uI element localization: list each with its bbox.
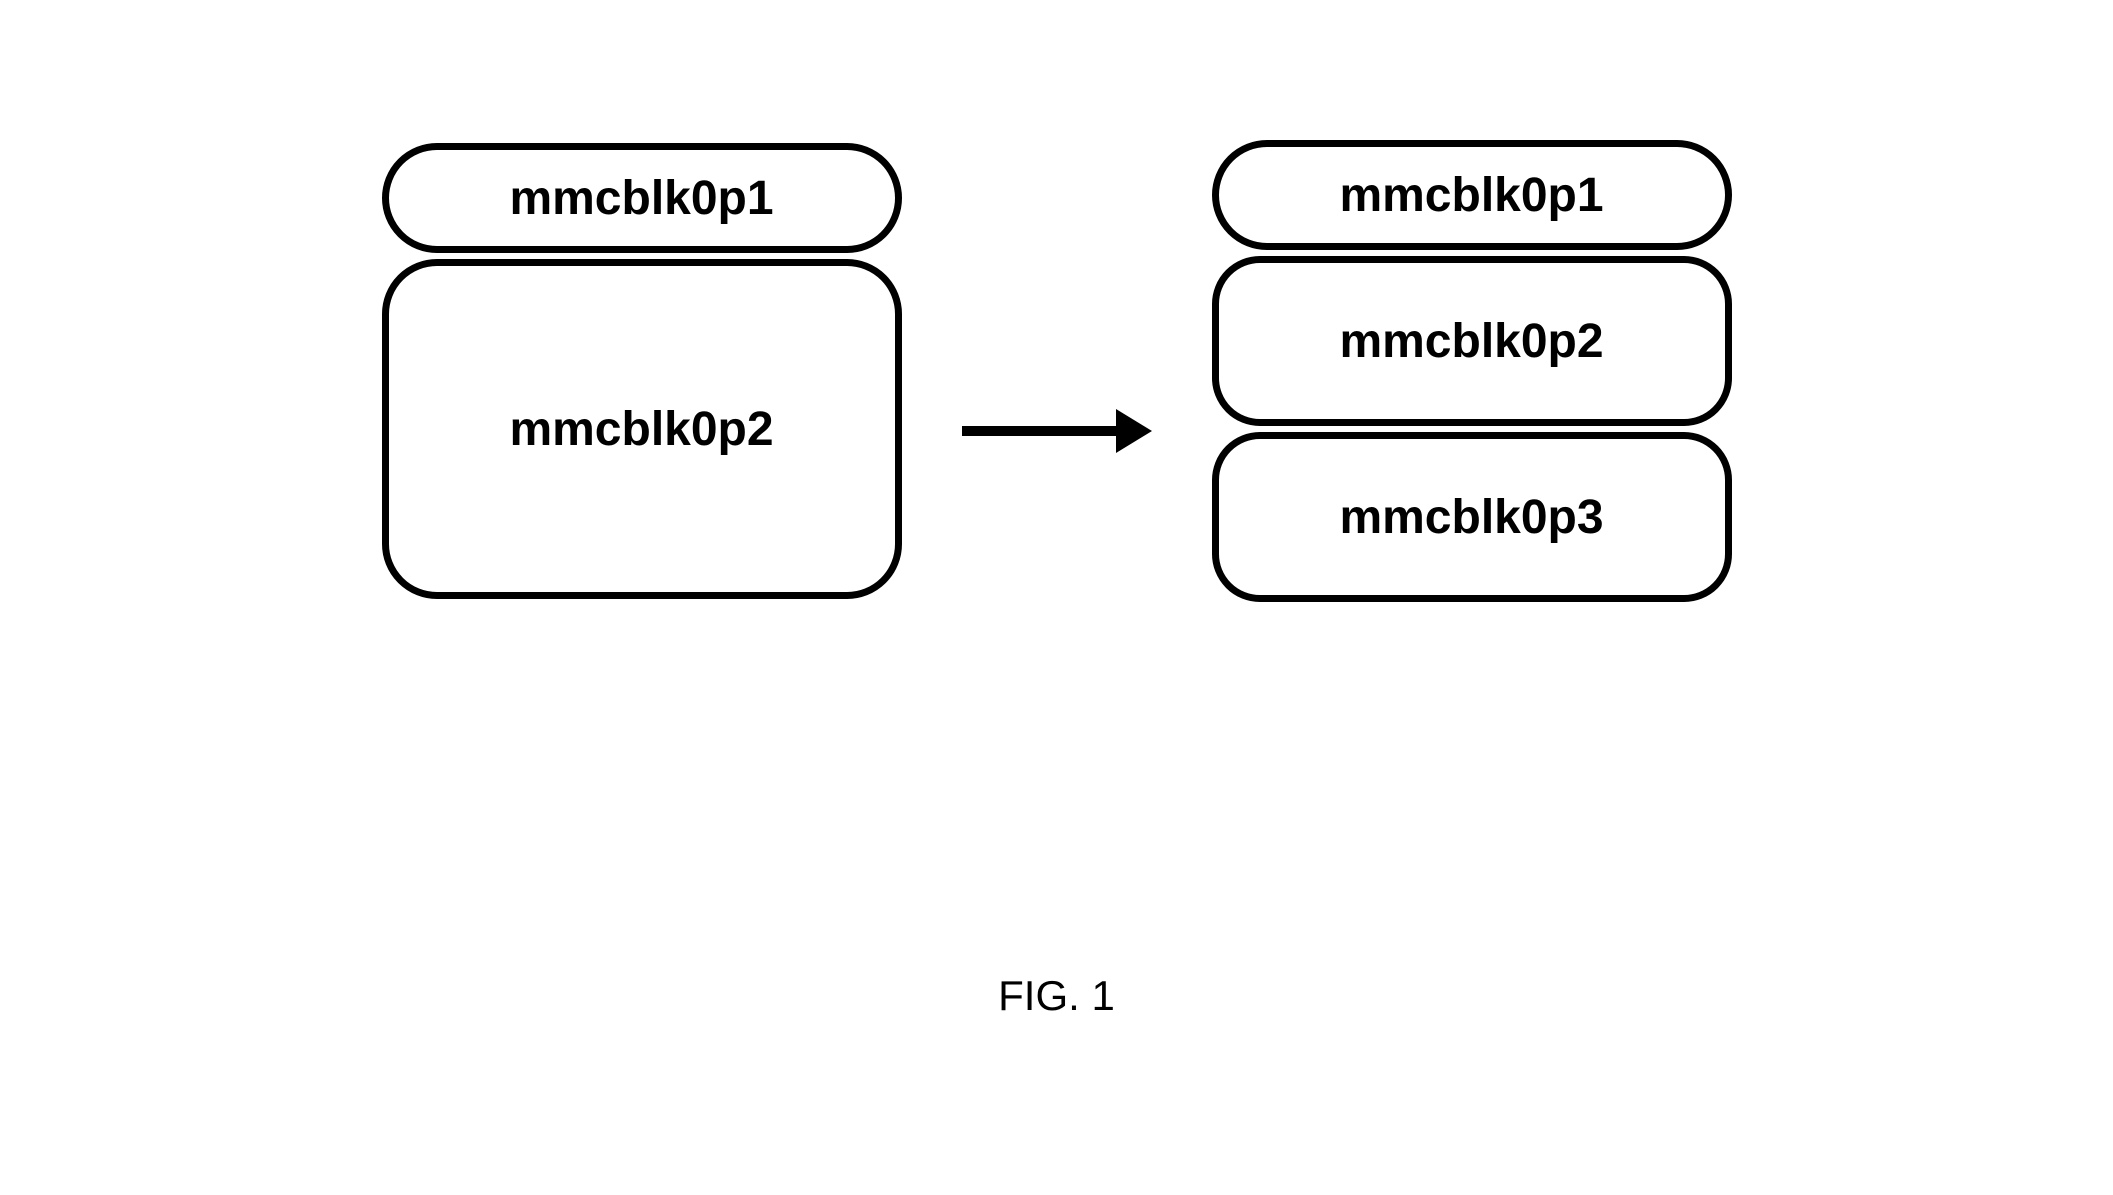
right-partition-p3: mmcblk0p3 (1212, 432, 1732, 602)
right-partition-stack: mmcblk0p1 mmcblk0p2 mmcblk0p3 (1212, 140, 1732, 602)
left-partition-p1: mmcblk0p1 (382, 143, 902, 253)
transform-arrow-icon (962, 424, 1152, 438)
figure-caption: FIG. 1 (998, 972, 1115, 1020)
partition-diagram: mmcblk0p1 mmcblk0p2 mmcblk0p1 mmcblk0p2 … (0, 140, 2113, 602)
arrow-head (1116, 409, 1152, 453)
left-partition-p2: mmcblk0p2 (382, 259, 902, 599)
arrow-line (962, 426, 1122, 436)
right-partition-p2: mmcblk0p2 (1212, 256, 1732, 426)
arrow-container (962, 424, 1152, 438)
left-partition-stack: mmcblk0p1 mmcblk0p2 (382, 143, 902, 599)
right-partition-p1: mmcblk0p1 (1212, 140, 1732, 250)
